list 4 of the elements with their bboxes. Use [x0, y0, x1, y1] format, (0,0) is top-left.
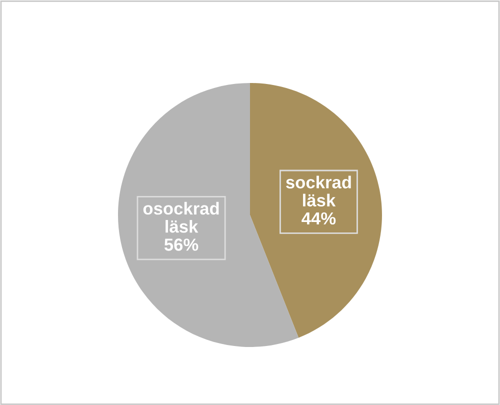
data-label: 44% [302, 212, 336, 225]
data-label: 56% [164, 238, 198, 251]
slice-label: osockrad läsk [143, 202, 219, 233]
slice-label: sockrad läsk [286, 176, 351, 207]
